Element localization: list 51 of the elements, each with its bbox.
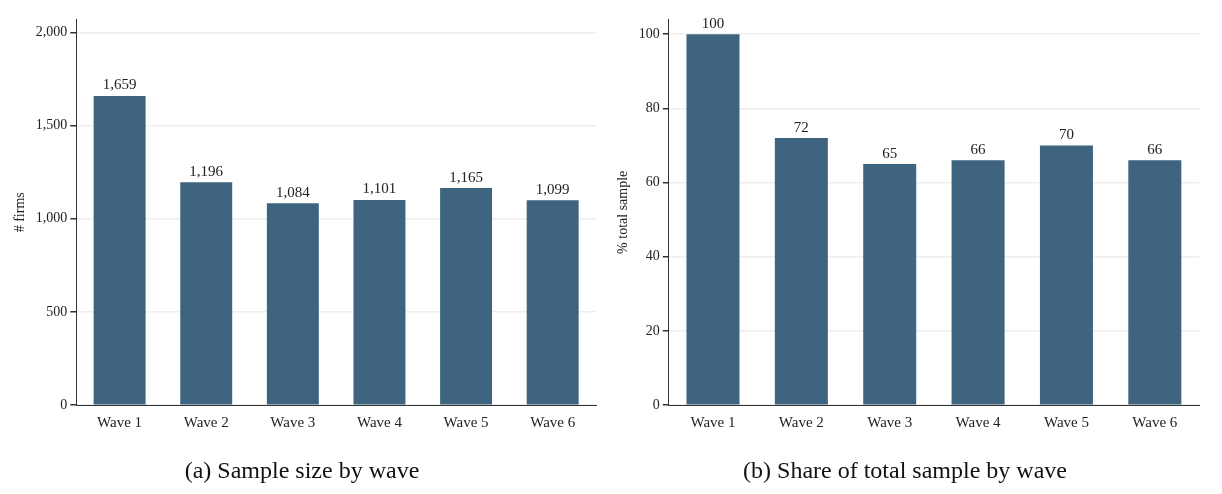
bar xyxy=(440,188,493,405)
bar xyxy=(266,203,319,405)
data-label: 1,659 xyxy=(102,76,137,93)
x-tick-label: Wave 3 xyxy=(270,414,316,431)
data-label: 100 xyxy=(701,14,725,31)
data-label: 72 xyxy=(793,118,809,135)
y-tick-label: 1,000 xyxy=(35,210,68,226)
y-tick-label: 0 xyxy=(60,396,68,412)
data-label: 1,101 xyxy=(362,180,397,197)
bar xyxy=(951,160,1005,405)
y-tick-label: 20 xyxy=(645,322,660,338)
bar xyxy=(774,138,828,405)
x-tick-label: Wave 4 xyxy=(955,414,1002,431)
data-label: 1,165 xyxy=(449,168,483,185)
bar xyxy=(180,182,233,405)
x-tick-label: Wave 6 xyxy=(530,414,576,431)
data-label: 66 xyxy=(970,140,987,157)
data-label: 66 xyxy=(1147,140,1163,157)
text: (b) Share of total sample by wave xyxy=(743,456,1067,483)
y-tick-label: 40 xyxy=(645,248,660,264)
y-axis-title: # firms xyxy=(12,192,28,233)
x-tick-label: Wave 5 xyxy=(443,414,489,431)
x-tick-label: Wave 3 xyxy=(867,414,913,431)
data-label: 1,084 xyxy=(275,183,311,200)
bar xyxy=(686,34,740,405)
bar xyxy=(1128,160,1182,405)
text: (a) Sample size by wave xyxy=(184,456,420,483)
bar xyxy=(93,96,146,405)
x-tick-label: Wave 4 xyxy=(356,414,403,431)
y-tick-label: 1,500 xyxy=(35,117,68,133)
data-label: 1,099 xyxy=(535,180,570,197)
data-label: 1,196 xyxy=(189,162,224,179)
y-tick-label: 0 xyxy=(652,396,660,412)
bar xyxy=(1039,145,1093,405)
x-tick-label: Wave 2 xyxy=(778,414,824,431)
y-axis-title: % total sample xyxy=(615,170,631,254)
bar xyxy=(863,164,917,405)
bar xyxy=(353,200,406,405)
x-tick-label: Wave 2 xyxy=(183,414,229,431)
y-tick-label: 500 xyxy=(46,303,68,319)
x-tick-label: Wave 6 xyxy=(1132,414,1178,431)
data-label: 70 xyxy=(1058,125,1074,142)
y-tick-label: 60 xyxy=(645,174,660,190)
x-tick-label: Wave 5 xyxy=(1043,414,1089,431)
x-tick-label: Wave 1 xyxy=(97,414,143,431)
y-tick-label: 2,000 xyxy=(35,24,68,40)
data-label: 65 xyxy=(882,144,898,161)
y-tick-label: 80 xyxy=(645,100,660,116)
bar xyxy=(526,200,579,405)
x-tick-label: Wave 1 xyxy=(690,414,736,431)
y-tick-label: 100 xyxy=(638,25,660,41)
